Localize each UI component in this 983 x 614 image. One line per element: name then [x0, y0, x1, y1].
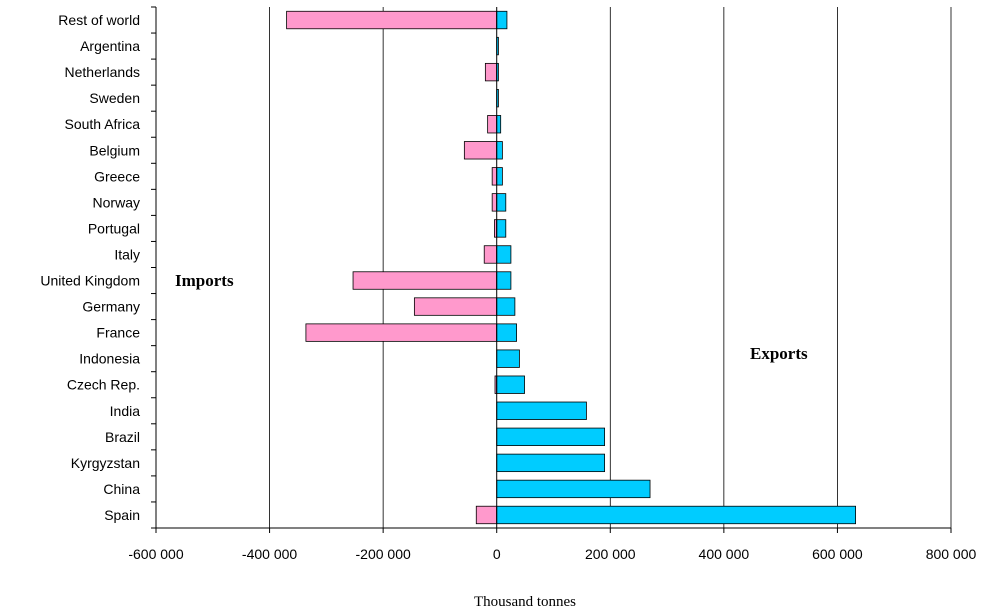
- category-label: South Africa: [65, 116, 141, 132]
- category-labels: Rest of world Argentina Netherlands Sweden S…: [40, 6, 156, 529]
- x-tick-label: -600 000: [128, 546, 183, 562]
- category-label: Netherlands: [65, 64, 141, 80]
- export-bar-6: [496, 167, 503, 186]
- export-bar-13: [496, 349, 520, 368]
- export-bar-0: [496, 10, 508, 30]
- import-bar-11: [413, 297, 498, 316]
- category-label: United Kingdom: [40, 273, 140, 289]
- category-label: Czech Rep.: [67, 377, 140, 393]
- export-bar-7: [496, 193, 507, 212]
- import-bar-6: [491, 167, 498, 186]
- import-bar-7: [491, 193, 498, 212]
- category-label: Sweden: [89, 90, 140, 106]
- x-axis-title: Thousand tonnes: [474, 594, 576, 610]
- category-label: France: [96, 325, 140, 341]
- category-label: Belgium: [89, 142, 140, 158]
- x-tick-label: -200 000: [356, 546, 411, 562]
- category-label: Norway: [93, 194, 140, 210]
- category-label: Kyrgyzstan: [71, 455, 140, 471]
- export-bar-12: [496, 323, 517, 342]
- import-bar-10: [352, 271, 498, 290]
- import-bar-4: [487, 115, 498, 134]
- export-bar-9: [496, 245, 512, 264]
- category-label: Portugal: [88, 220, 140, 236]
- axes: [155, 7, 951, 529]
- export-bar-8: [496, 219, 507, 238]
- export-bar-17: [496, 453, 606, 473]
- export-bar-14: [496, 375, 525, 394]
- x-ticks: -600 000 -400 000 -200 000 0 200 000 400 000 6…: [128, 528, 977, 562]
- export-bar-15: [496, 401, 587, 420]
- gridlines: [269, 7, 952, 528]
- import-bar-0: [286, 10, 498, 30]
- category-label: Spain: [104, 507, 140, 523]
- export-bar-4: [496, 115, 502, 134]
- export-bar-10: [496, 271, 512, 290]
- category-label: Italy: [114, 246, 140, 262]
- imports-annotation: Imports: [175, 271, 234, 290]
- category-label: Brazil: [105, 429, 140, 445]
- category-label: Rest of world: [58, 12, 140, 28]
- x-tick-label: 200 000: [585, 546, 636, 562]
- category-label: Greece: [94, 168, 140, 184]
- category-label: China: [103, 481, 140, 497]
- x-tick-label: 600 000: [812, 546, 863, 562]
- import-bar-9: [483, 245, 498, 264]
- export-bar-16: [496, 427, 606, 446]
- category-label: India: [110, 403, 141, 419]
- export-bar-19: [496, 505, 857, 525]
- x-tick-label: 800 000: [926, 546, 977, 562]
- bars: [286, 10, 857, 525]
- x-tick-label: 0: [493, 546, 501, 562]
- export-bar-11: [496, 297, 516, 316]
- category-label: Indonesia: [79, 351, 140, 367]
- category-label: Argentina: [80, 38, 140, 54]
- x-tick-label: 400 000: [699, 546, 750, 562]
- export-bar-5: [496, 141, 503, 160]
- export-bar-18: [496, 479, 651, 499]
- import-bar-5: [463, 141, 498, 160]
- import-bar-12: [305, 323, 498, 342]
- x-tick-label: -400 000: [242, 546, 297, 562]
- category-label: Germany: [82, 299, 140, 315]
- import-bar-19: [475, 505, 498, 525]
- import-bar-2: [484, 62, 498, 82]
- exports-annotation: Exports: [750, 344, 808, 363]
